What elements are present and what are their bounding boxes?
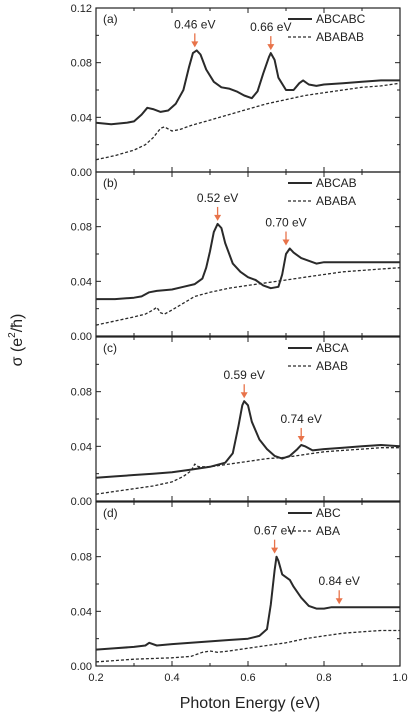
- x-tick-label: 0.8: [316, 672, 331, 684]
- x-axis-title: Photon Energy (eV): [180, 695, 321, 712]
- legend-label-abcabc: ABCABC: [316, 12, 366, 26]
- panel-2: 0.00 0.04 0.08 (b) ABCAB ABABA 0.52 eV 0.70 eV: [71, 171, 401, 343]
- y-tick-label: 0.04: [71, 276, 92, 288]
- panel-1: 0.00 0.04 0.08 0.12 (a) ABCABC ABABAB 0.46 eV 0.…: [71, 3, 401, 179]
- series-line-ababa: [95, 267, 401, 326]
- y-tick-label: 0.08: [71, 222, 92, 234]
- y-tick-label: 0.04: [71, 441, 92, 453]
- y-axis-title: σ (e2/ħ): [7, 314, 26, 367]
- panel-4: 0.2 0.4 0.6 0.8 1.0 0.00 0.04 0.08 (d) ABC ABA 0.67…: [71, 501, 408, 684]
- legend-label-abab: ABAB: [316, 359, 348, 373]
- series-line-ababab: [95, 82, 401, 161]
- x-tick-label: 0.2: [88, 672, 103, 684]
- x-tick-label: 1.0: [392, 672, 407, 684]
- y-axis-title-sup: 2: [7, 332, 18, 338]
- peak-label: 0.74 eV: [281, 412, 322, 426]
- peak-label: 0.67 eV: [254, 524, 295, 538]
- legend-label-aba: ABA: [316, 524, 340, 538]
- legend-label-ababab: ABABAB: [316, 30, 364, 44]
- peak-arrow-head: [191, 41, 199, 48]
- peak-arrow-head: [297, 435, 305, 442]
- x-tick-label: 0.4: [164, 672, 179, 684]
- y-tick-label: 0.08: [71, 387, 92, 399]
- panel-label: (d): [103, 506, 118, 520]
- series-line-abcabc: [95, 49, 400, 126]
- peak-label: 0.59 eV: [224, 368, 265, 382]
- panel-label: (a): [103, 12, 118, 26]
- peak-arrow-head: [282, 239, 290, 246]
- y-tick-label: 0.12: [71, 3, 92, 15]
- panel-label: (c): [103, 341, 117, 355]
- peak-label: 0.46 eV: [174, 17, 215, 31]
- peak-label: 0.66 eV: [250, 20, 291, 34]
- series-line-abc: [95, 555, 400, 651]
- legend-label-abc: ABC: [316, 506, 341, 520]
- legend-label-abca: ABCA: [316, 341, 349, 355]
- plot-frame: [95, 336, 401, 502]
- legend-label-abcab: ABCAB: [316, 176, 357, 190]
- peak-arrow-head: [240, 392, 248, 399]
- peak-arrow-head: [267, 44, 275, 51]
- series-line-aba: [95, 629, 400, 663]
- series-line-abca: [95, 400, 401, 479]
- y-tick-label: 0.08: [71, 58, 92, 70]
- legend-label-ababa: ABABA: [316, 194, 356, 208]
- series-line-abcab: [96, 222, 400, 301]
- peak-arrow-head: [271, 547, 279, 554]
- series-line-abab: [95, 447, 400, 495]
- panel-3: 0.00 0.04 0.08 (c) ABCA ABAB 0.59 eV 0.74 eV: [71, 336, 401, 508]
- peak-label: 0.84 eV: [319, 574, 360, 588]
- x-tick-label: 0.6: [240, 672, 255, 684]
- y-tick-label: 0.04: [71, 112, 92, 124]
- y-tick-label: 0.00: [71, 661, 92, 673]
- y-tick-label: 0.08: [71, 552, 92, 564]
- peak-label: 0.52 eV: [197, 191, 238, 205]
- y-tick-label: 0.04: [71, 606, 92, 618]
- y-axis-title-prefix: σ (e: [9, 338, 26, 367]
- peak-arrow-head: [214, 214, 222, 221]
- y-tick-label: 0.00: [71, 331, 92, 343]
- peak-arrow-head: [335, 598, 343, 605]
- y-tick-label: 0.00: [71, 496, 92, 508]
- peak-label: 0.70 eV: [265, 216, 306, 230]
- y-axis-title-suffix: /ħ): [9, 314, 26, 333]
- panel-label: (b): [103, 176, 118, 190]
- y-tick-label: 0.00: [71, 167, 92, 179]
